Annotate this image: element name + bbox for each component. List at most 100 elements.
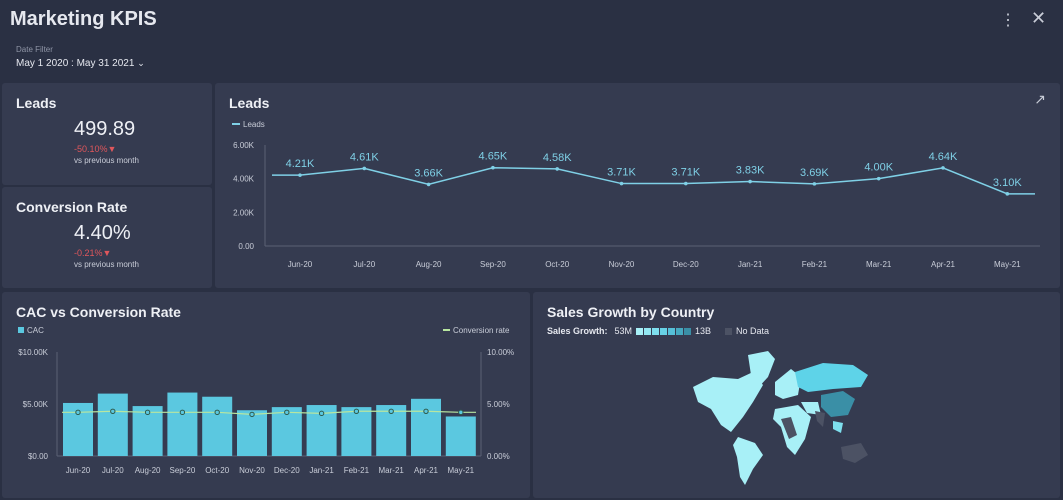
x-tick-label: Mar-21: [379, 466, 405, 475]
conversion-rate-line: [62, 410, 476, 416]
world-map: [693, 351, 868, 485]
x-tick-label: Dec-20: [673, 260, 699, 269]
leads-line-chart: Leads 0.00 2.00K 4.00K 6.00K 4.21K Jun-20 4.61K…: [232, 120, 1040, 269]
x-tick-label: Jul-20: [353, 260, 375, 269]
page-title: Marketing KPIS: [10, 8, 157, 30]
date-filter-label: Date Filter: [16, 45, 53, 54]
cac-chart-panel: CAC vs Conversion Rate: [2, 292, 530, 498]
africa-no-data: [781, 417, 797, 439]
x-tick-label: Jul-20: [102, 466, 124, 475]
x-tick-label: Nov-20: [609, 260, 635, 269]
x-tick-label: Dec-20: [274, 466, 300, 475]
kpi-value: 499.89: [74, 118, 136, 140]
data-label: 3.83K: [736, 165, 765, 177]
x-tick-label: Apr-21: [931, 260, 956, 269]
legend-max: 13B: [695, 326, 712, 336]
data-point: [941, 166, 945, 170]
y-tick-label: 6.00K: [233, 141, 255, 150]
data-label: 4.61K: [350, 151, 379, 163]
legend-label: Conversion rate: [453, 326, 510, 335]
data-point: [684, 181, 688, 186]
y-tick-label-right: 0.00%: [487, 452, 510, 461]
date-filter-dropdown[interactable]: May 1 2020 : May 31 2021 ⌄: [16, 58, 145, 69]
data-label: 4.00K: [864, 162, 893, 174]
y-tick-label-right: 5.00%: [487, 400, 510, 409]
data-point: [298, 173, 302, 177]
conversion-point: [284, 409, 290, 416]
chart-title: CAC vs Conversion Rate: [16, 304, 181, 320]
legend-swatch: [18, 327, 24, 333]
scale-swatch: [684, 327, 692, 335]
cac-bar: [271, 407, 302, 456]
x-tick-label: Jan-21: [738, 260, 763, 269]
y-tick-label: 2.00K: [233, 208, 255, 217]
data-label: 4.65K: [479, 151, 508, 163]
color-scale: [636, 327, 692, 335]
south-america: [733, 437, 763, 485]
conversion-point: [458, 409, 464, 416]
kpi-title: Conversion Rate: [16, 199, 128, 215]
x-tick-label: Oct-20: [205, 466, 230, 475]
x-tick-label: Sep-20: [170, 466, 196, 475]
map-legend: Sales Growth: 53M 13B No Data: [547, 326, 769, 336]
north-america: [693, 372, 763, 432]
kpi-leads: Leads 499.89 -50.10%▼ vs previous month: [2, 83, 212, 185]
data-point: [812, 182, 817, 186]
kpi-value: 4.40%: [74, 222, 131, 244]
kpi-sub: vs previous month: [74, 260, 139, 269]
data-point: [362, 166, 367, 171]
kpi-conversion-rate: Conversion Rate 4.40% -0.21%▼ vs previou…: [2, 187, 212, 288]
x-tick-label: May-21: [447, 466, 474, 475]
scale-swatch: [660, 327, 668, 335]
y-tick-label-left: $5.00K: [23, 400, 49, 409]
data-label: 3.66K: [414, 167, 443, 179]
legend-label: Leads: [243, 120, 265, 129]
southeast-asia: [833, 421, 843, 433]
data-point: [426, 182, 431, 187]
australia: [841, 443, 868, 463]
x-tick-label: Sep-20: [480, 260, 506, 269]
expand-arrow-icon[interactable]: ↗: [1034, 91, 1046, 107]
chart-title: Leads: [229, 95, 270, 111]
map-panel: Sales Growth by Country Sales Growth: 53…: [533, 292, 1060, 498]
x-tick-label: Apr-21: [414, 466, 439, 475]
scale-swatch: [636, 327, 644, 335]
conversion-point: [75, 409, 81, 416]
cac-bar: [97, 393, 128, 456]
x-tick-label: Aug-20: [416, 260, 442, 269]
india: [815, 411, 825, 427]
cac-bar: [445, 416, 476, 456]
greenland: [748, 351, 775, 389]
x-tick-label: Nov-20: [239, 466, 265, 475]
x-tick-label: Feb-21: [344, 466, 370, 475]
conversion-point: [214, 409, 220, 416]
scale-swatch: [668, 327, 676, 335]
down-arrow-icon: ▼: [102, 248, 112, 258]
y-tick-label-left: $10.00K: [18, 348, 48, 357]
data-point: [619, 181, 624, 186]
data-label: 3.10K: [993, 177, 1022, 189]
scale-swatch: [652, 327, 660, 335]
y-tick-label: 4.00K: [233, 175, 255, 184]
leads-series-line: [272, 166, 1035, 195]
data-label: 3.71K: [607, 167, 636, 179]
cac-bar: [237, 410, 267, 456]
map-title: Sales Growth by Country: [547, 304, 715, 320]
y-tick-label: 0.00: [238, 242, 254, 251]
down-arrow-icon: ▼: [107, 144, 117, 154]
close-icon[interactable]: ✕: [1031, 8, 1047, 28]
chevron-down-icon: ⌄: [137, 58, 145, 68]
data-point: [1005, 192, 1010, 196]
conversion-point: [318, 410, 325, 417]
y-tick-label-right: 10.00%: [487, 348, 514, 357]
scale-swatch: [644, 327, 652, 335]
x-tick-label: Oct-20: [545, 260, 570, 269]
kpi-delta: -50.10%: [74, 144, 108, 154]
legend-no-data: No Data: [736, 326, 770, 336]
conversion-point: [144, 409, 151, 416]
more-vertical-icon[interactable]: ⋮: [1000, 12, 1016, 29]
legend-label: Sales Growth:: [547, 326, 608, 336]
conversion-point: [353, 408, 360, 414]
scale-swatch: [676, 327, 684, 335]
x-tick-label: May-21: [994, 260, 1021, 269]
